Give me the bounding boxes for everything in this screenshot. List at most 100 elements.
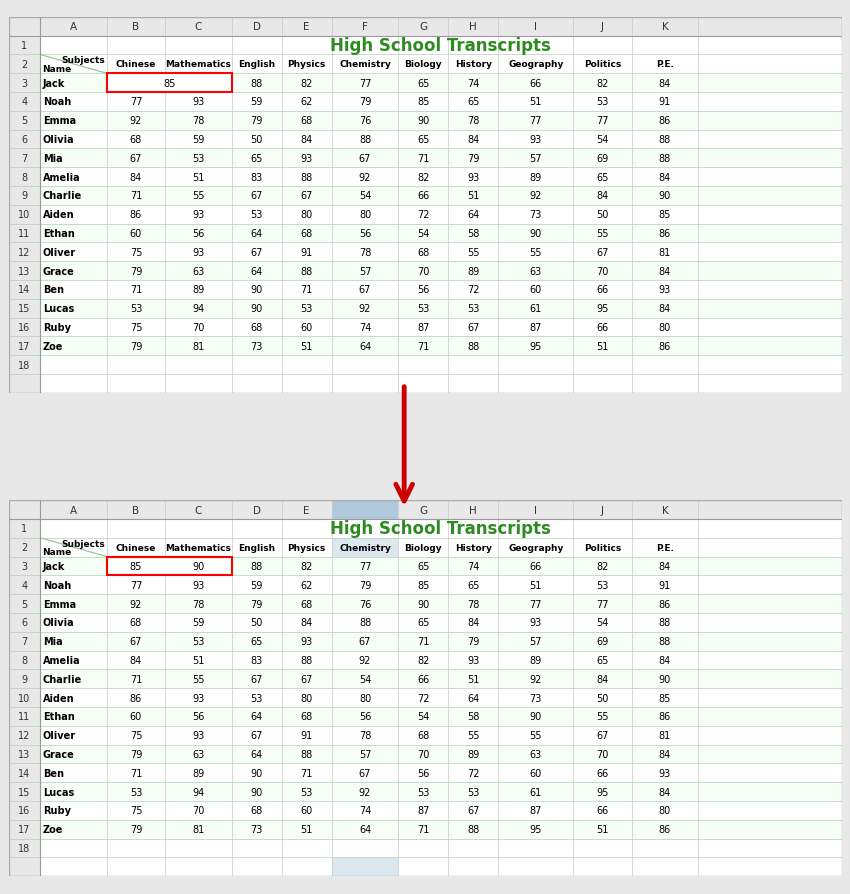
Bar [8, 318, 40, 337]
Text: 56: 56 [192, 229, 205, 239]
Bar [8, 595, 40, 613]
Text: Ethan: Ethan [42, 229, 75, 239]
Text: Name: Name [42, 547, 71, 556]
Bar [8, 187, 842, 206]
Bar [8, 74, 40, 93]
Bar [8, 187, 40, 206]
Text: 85: 85 [659, 210, 672, 220]
Bar [8, 651, 40, 670]
Text: 51: 51 [192, 655, 205, 665]
Text: 67: 67 [130, 637, 142, 646]
Text: 51: 51 [301, 342, 313, 351]
Text: Politics: Politics [584, 60, 621, 70]
Text: 11: 11 [18, 229, 31, 239]
Text: 93: 93 [192, 730, 205, 740]
Text: 6: 6 [21, 135, 27, 145]
Text: 53: 53 [192, 637, 205, 646]
Text: 77: 77 [130, 580, 142, 590]
Bar [8, 688, 842, 707]
Bar [8, 726, 40, 745]
Bar [8, 168, 40, 187]
Text: 84: 84 [468, 618, 479, 628]
Text: 70: 70 [417, 749, 429, 759]
Text: 84: 84 [597, 674, 609, 684]
Text: 17: 17 [18, 824, 31, 834]
Text: I: I [535, 22, 537, 32]
Text: 76: 76 [359, 599, 371, 609]
Text: 53: 53 [251, 210, 263, 220]
Bar [8, 224, 40, 243]
Text: 93: 93 [659, 768, 671, 778]
Text: 3: 3 [21, 79, 27, 89]
Text: 82: 82 [417, 655, 429, 665]
Text: 86: 86 [659, 229, 671, 239]
Bar [40, 632, 842, 651]
Text: Subjects: Subjects [61, 539, 105, 548]
Text: 71: 71 [417, 824, 429, 834]
Text: 68: 68 [417, 730, 429, 740]
Bar [8, 745, 842, 763]
Text: 57: 57 [530, 154, 542, 164]
Text: English: English [238, 543, 275, 552]
Text: 95: 95 [596, 304, 609, 314]
Bar [40, 318, 842, 337]
Bar [40, 74, 842, 93]
Text: 93: 93 [530, 135, 542, 145]
Text: 74: 74 [359, 805, 371, 815]
Text: 68: 68 [417, 248, 429, 257]
Text: 55: 55 [596, 712, 609, 721]
Bar [8, 356, 40, 375]
Text: 67: 67 [596, 248, 609, 257]
Text: 95: 95 [530, 824, 542, 834]
Text: 87: 87 [530, 805, 542, 815]
Text: 77: 77 [359, 79, 371, 89]
Bar [107, 557, 232, 576]
Text: 84: 84 [659, 655, 671, 665]
Text: 7: 7 [21, 154, 27, 164]
Text: 91: 91 [659, 580, 671, 590]
Text: 85: 85 [163, 79, 175, 89]
Bar [40, 243, 842, 262]
Text: 79: 79 [251, 116, 263, 126]
Text: 65: 65 [417, 618, 429, 628]
Text: 93: 93 [301, 154, 313, 164]
Text: 76: 76 [359, 116, 371, 126]
Text: 82: 82 [596, 79, 609, 89]
Text: D: D [252, 505, 261, 515]
Bar [40, 782, 842, 801]
Text: 66: 66 [597, 323, 609, 333]
Bar [40, 576, 842, 595]
Text: Aiden: Aiden [42, 693, 74, 703]
Text: 65: 65 [417, 79, 429, 89]
Bar [107, 74, 232, 93]
Bar [40, 726, 842, 745]
Text: 68: 68 [301, 712, 313, 721]
Text: 86: 86 [659, 824, 671, 834]
Bar [40, 707, 842, 726]
Text: 68: 68 [301, 599, 313, 609]
Text: 70: 70 [417, 266, 429, 276]
Text: 80: 80 [301, 210, 313, 220]
Text: 50: 50 [596, 210, 609, 220]
Text: 59: 59 [192, 135, 205, 145]
Text: 53: 53 [596, 580, 609, 590]
Text: 87: 87 [530, 323, 542, 333]
Text: Geography: Geography [508, 543, 564, 552]
Text: 55: 55 [467, 248, 479, 257]
Text: 53: 53 [130, 787, 142, 797]
Text: 67: 67 [301, 191, 313, 201]
Bar [8, 281, 40, 299]
Text: 67: 67 [468, 805, 479, 815]
Text: 78: 78 [359, 248, 371, 257]
Text: 80: 80 [359, 210, 371, 220]
Text: 85: 85 [130, 561, 142, 571]
Text: 79: 79 [468, 637, 479, 646]
Text: B: B [133, 22, 139, 32]
Bar [8, 37, 40, 55]
Text: 67: 67 [251, 248, 263, 257]
Text: Mathematics: Mathematics [166, 543, 231, 552]
Text: 77: 77 [596, 599, 609, 609]
Text: 95: 95 [596, 787, 609, 797]
Text: 68: 68 [130, 618, 142, 628]
Text: 78: 78 [468, 116, 479, 126]
